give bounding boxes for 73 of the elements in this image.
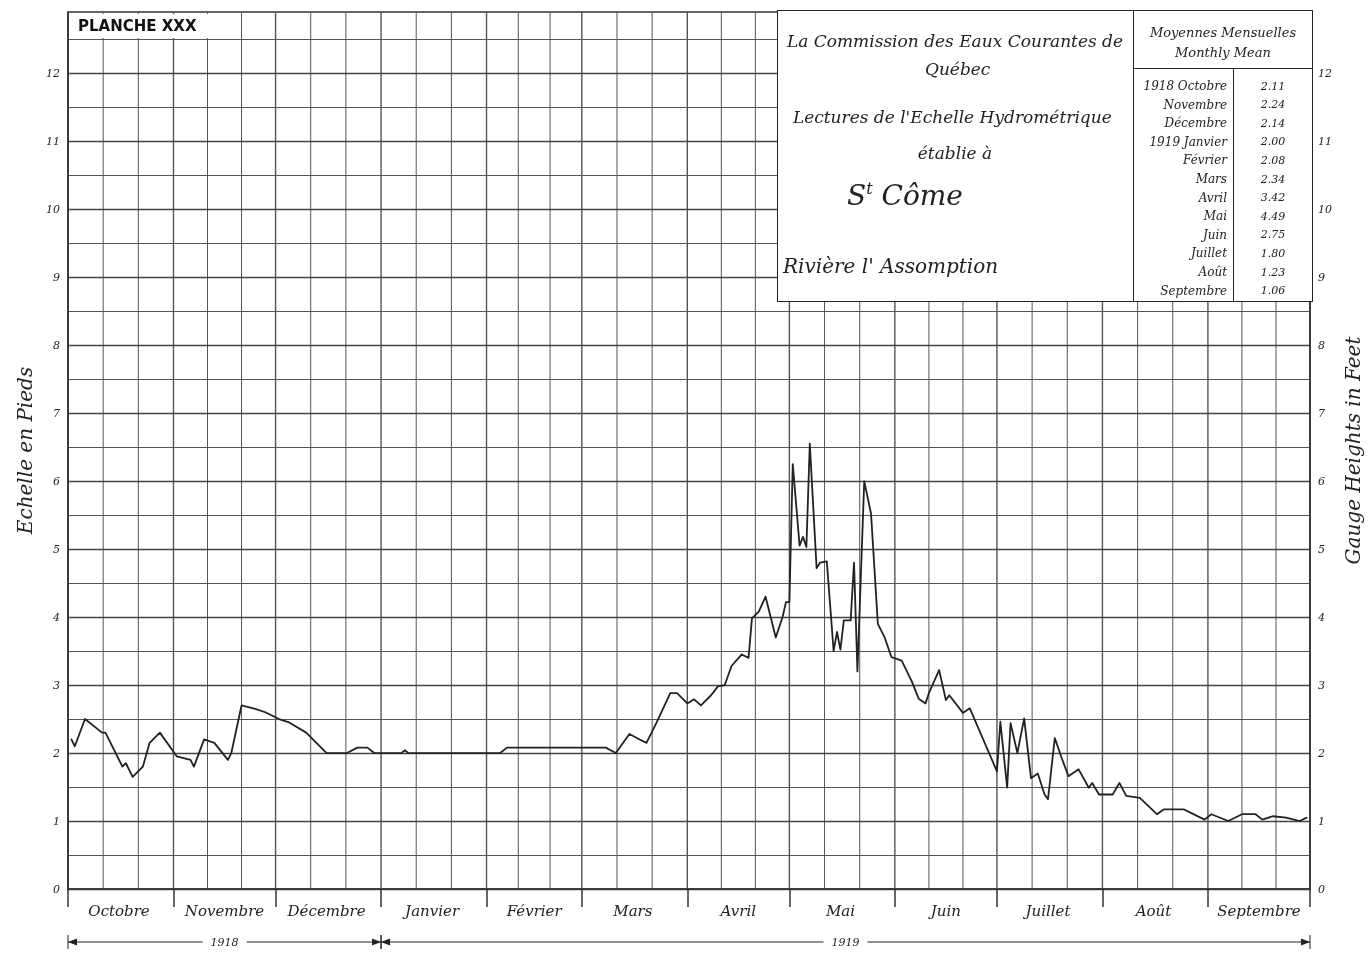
- y-tick-label: 3: [53, 678, 60, 692]
- x-tick-label: Juin: [927, 901, 961, 920]
- annotation: Monthly Mean: [1174, 44, 1271, 60]
- x-tick-label: Octobre: [88, 901, 150, 920]
- annotation: Avril: [1197, 190, 1228, 205]
- x-tick-label: Septembre: [1217, 901, 1301, 920]
- y2-tick-label: 8: [1318, 338, 1325, 352]
- x-tick-label: Mai: [824, 901, 856, 920]
- annotation: 2.34: [1259, 172, 1286, 186]
- text: 1919: [831, 935, 860, 949]
- y-tick-label: 9: [53, 270, 60, 284]
- y-axis-title: Echelle en Pieds: [13, 366, 38, 536]
- annotation: Décembre: [1163, 116, 1227, 131]
- y-tick-label: 6: [53, 474, 60, 488]
- y2-tick-label: 0: [1318, 882, 1325, 896]
- y2-tick-label: 3: [1318, 678, 1325, 692]
- y2-tick-label: 4: [1317, 610, 1325, 624]
- annotation: Septembre: [1160, 283, 1227, 298]
- y-tick-label: 5: [53, 542, 60, 556]
- x-tick-label: Avril: [718, 901, 757, 920]
- text: 1918: [210, 935, 239, 949]
- annotation: Mars: [1194, 172, 1227, 186]
- y2-tick-label: 10: [1318, 202, 1332, 216]
- y-tick-label: 1: [53, 814, 60, 828]
- y2-tick-label: 7: [1318, 406, 1325, 420]
- annotation: Juin: [1199, 227, 1227, 242]
- x-tick-label: Janvier: [402, 901, 460, 920]
- y-tick-label: 7: [53, 406, 60, 420]
- line-series: [70, 442, 1308, 822]
- annotation: 1.06: [1260, 284, 1286, 298]
- y-tick-label: 12: [46, 66, 60, 80]
- annotation: 4.49: [1259, 209, 1286, 223]
- y-tick-label: 8: [53, 338, 60, 352]
- y2-tick-label: 2: [1317, 746, 1325, 760]
- x-tick-label: Juillet: [1022, 901, 1072, 920]
- annotation: Rivière l' Assomption: [782, 254, 999, 278]
- x-tick-label: Mars: [612, 901, 653, 920]
- y2-axis-title: Gauge Heights in Feet: [1340, 335, 1365, 565]
- annotation: 1.23: [1260, 265, 1286, 279]
- annotation: 2.08: [1259, 153, 1286, 167]
- annotation: 2.75: [1259, 228, 1286, 242]
- annotation: 1919 Janvier: [1149, 134, 1229, 149]
- annotation: PLANCHE XXX: [78, 17, 197, 35]
- x-tick-label: Février: [505, 901, 563, 920]
- annotation: Août: [1197, 265, 1228, 279]
- annotation: 2.14: [1259, 116, 1286, 130]
- annotation: Février: [1182, 153, 1229, 168]
- y2-tick-label: 6: [1318, 474, 1325, 488]
- y-tick-label: 10: [46, 202, 60, 216]
- annotation: 2.24: [1259, 98, 1286, 112]
- y2-tick-label: 12: [1318, 66, 1332, 80]
- annotation: Mai: [1202, 209, 1228, 224]
- y2-tick-label: 5: [1318, 542, 1325, 556]
- x-tick-label: Décembre: [286, 901, 366, 920]
- y2-tick-label: 9: [1318, 270, 1325, 284]
- text: La Commission des Eaux Courantes de Québec: [785, 31, 1124, 79]
- x-tick-label: Novembre: [183, 901, 265, 920]
- annotation: 1918 Octobre: [1143, 79, 1227, 93]
- annotation: 2.11: [1259, 79, 1286, 93]
- annotation: 2.00: [1259, 135, 1286, 149]
- x-tick-label: Août: [1133, 901, 1173, 920]
- annotation: Moyennes Mensuelles: [1148, 24, 1297, 40]
- annotation: Novembre: [1162, 97, 1227, 112]
- y-tick-label: 11: [46, 134, 60, 148]
- y2-tick-label: 1: [1318, 814, 1325, 828]
- text: Lectures de l'Echelle Hydrométrique établie à: [791, 107, 1118, 163]
- y-tick-label: 0: [53, 882, 60, 896]
- y-tick-label: 2: [52, 746, 60, 760]
- annotation: Juillet: [1188, 246, 1228, 261]
- y-tick-label: 4: [52, 610, 60, 624]
- y2-tick-label: 11: [1318, 134, 1332, 148]
- annotation: 1.80: [1260, 246, 1286, 260]
- annotation: 3.42: [1260, 191, 1286, 205]
